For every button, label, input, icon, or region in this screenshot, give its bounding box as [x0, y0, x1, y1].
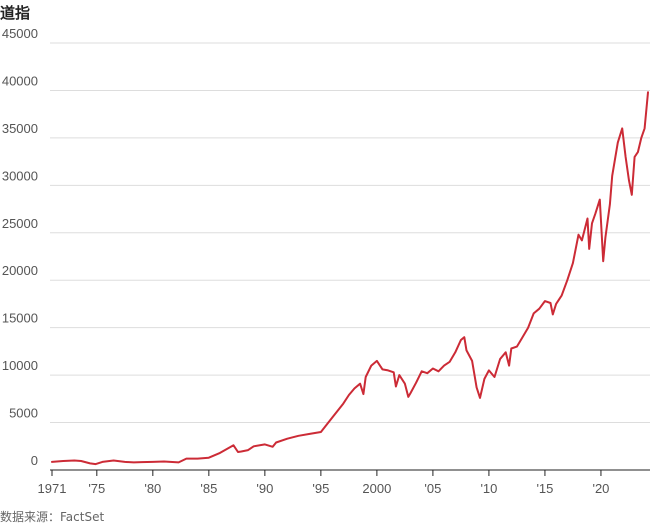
x-tick-label: '85 [200, 481, 217, 496]
gridlines [50, 42, 650, 424]
y-tick-label: 35000 [2, 121, 38, 136]
y-tick-label: 10000 [2, 358, 38, 373]
y-tick-label: 0 [31, 453, 38, 468]
y-tick-label: 25000 [2, 216, 38, 231]
x-tick-label: '95 [312, 481, 329, 496]
x-tick-label: '15 [536, 481, 553, 496]
y-tick-label: 40000 [2, 73, 38, 88]
y-tick-label: 20000 [2, 263, 38, 278]
x-tick-label: '75 [88, 481, 105, 496]
x-tick-label: '80 [144, 481, 161, 496]
x-tick-label: 2000 [362, 481, 391, 496]
x-tick-label: '10 [480, 481, 497, 496]
source-note: 数据来源：FactSet [0, 510, 105, 524]
x-tick-label: '05 [424, 481, 441, 496]
x-axis-ticks: 1971 '75 '80 '85 '90 '95 2000 '05 '10 '15 '20 [38, 470, 609, 496]
x-tick-label: 1971 [38, 481, 67, 496]
chart-title: 道指 [0, 4, 31, 22]
y-tick-label: 45000 [2, 26, 38, 41]
x-tick-label: '90 [256, 481, 273, 496]
y-axis-ticks: 0 5000 10000 15000 20000 25000 30000 35000 40000… [2, 26, 38, 468]
y-tick-label: 5000 [9, 406, 38, 421]
x-tick-label: '20 [592, 481, 609, 496]
y-tick-label: 15000 [2, 311, 38, 326]
y-tick-label: 30000 [2, 168, 38, 183]
dow-jones-line [51, 91, 649, 466]
